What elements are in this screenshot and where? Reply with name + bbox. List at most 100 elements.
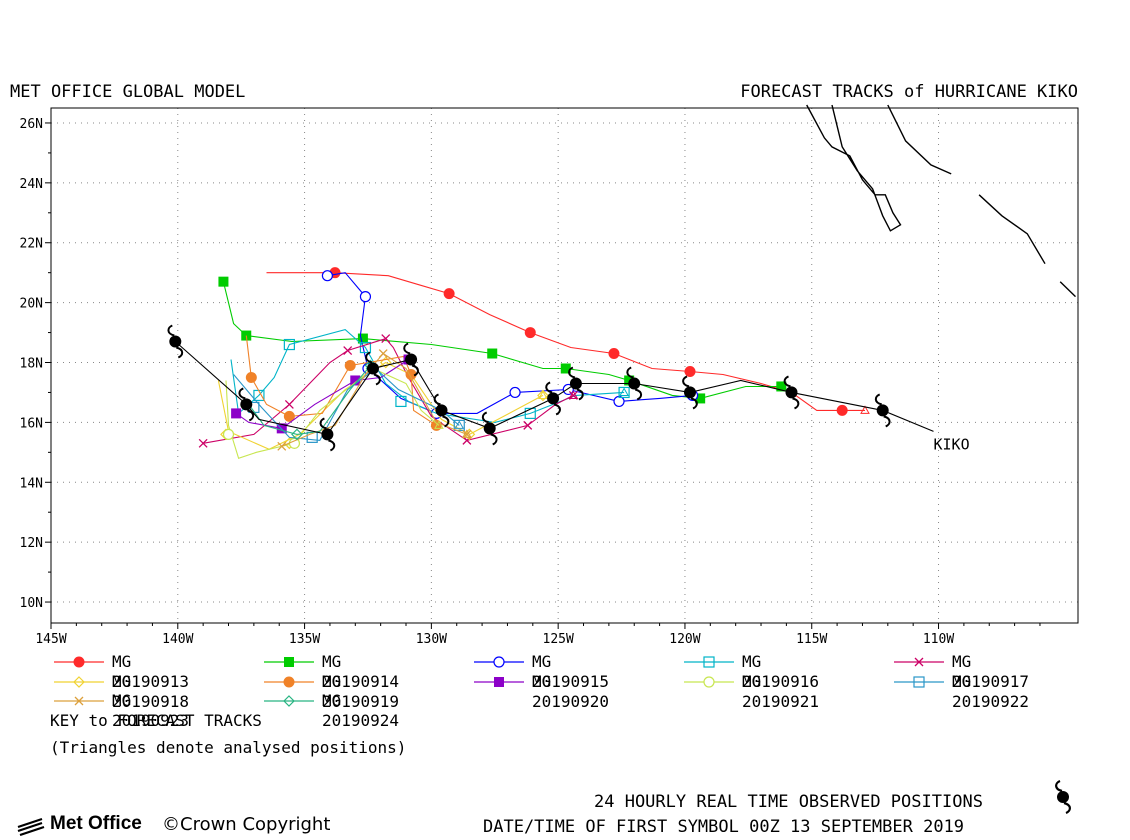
lon-tick-label: 145W <box>35 632 66 647</box>
track-marker <box>218 276 229 287</box>
lon-tick-label: 140W <box>162 632 193 647</box>
track-marker <box>560 363 571 374</box>
legend-key-title: KEY to FORECAST TRACKS <box>50 711 262 730</box>
met-office-logo-text: Met Office <box>50 813 142 834</box>
track-marker <box>73 656 85 668</box>
lat-tick-label: 16N <box>20 416 43 431</box>
hurricane-symbol <box>319 417 336 452</box>
forecast-track-line <box>217 361 544 450</box>
legend-label: MG 20190919 <box>322 672 400 711</box>
track-marker <box>291 428 303 441</box>
lat-tick-label: 14N <box>20 476 43 491</box>
coastlines <box>806 104 1076 298</box>
met-office-logo-icon <box>16 814 46 837</box>
forecast-track <box>198 334 579 448</box>
lat-tick-label: 12N <box>20 536 43 551</box>
hurricane-symbol <box>682 375 698 410</box>
forecast-track-line <box>248 365 371 435</box>
lon-tick-label: 130W <box>416 632 447 647</box>
forecast-track-line <box>230 328 625 423</box>
track-marker <box>357 333 368 344</box>
forecast-track <box>218 276 787 404</box>
track-marker <box>914 657 924 667</box>
track-marker <box>608 348 620 360</box>
track-marker <box>359 291 372 303</box>
track-marker <box>73 676 85 688</box>
hurricane-symbol <box>238 387 255 422</box>
track-marker <box>198 438 208 448</box>
lat-tick-label: 26N <box>20 117 43 132</box>
track-marker <box>568 390 578 400</box>
forecast-track <box>245 335 442 431</box>
track-marker <box>344 360 356 371</box>
forecast-tracks <box>198 267 870 460</box>
storm-label: KIKO <box>934 435 970 453</box>
track-marker <box>494 677 504 687</box>
map-frame <box>50 107 1079 624</box>
track-marker <box>359 341 372 354</box>
track-marker <box>343 346 353 355</box>
forecast-track <box>217 356 549 450</box>
track-marker <box>487 348 498 359</box>
observed-positions-note: 24 HOURLY REAL TIME OBSERVED POSITIONS <box>594 792 983 812</box>
track-marker <box>284 399 294 409</box>
track-marker <box>703 676 715 688</box>
track-marker <box>462 429 472 439</box>
track-marker <box>443 288 455 300</box>
legend-label: MG 20190913 <box>112 652 190 691</box>
hurricane-symbol <box>481 411 498 446</box>
legend-label: MG 20190914 <box>322 652 400 691</box>
analysed-position-triangle <box>462 429 472 438</box>
lon-tick-label: 135W <box>289 632 320 647</box>
track-marker <box>74 696 84 706</box>
legend-swatch <box>894 676 944 688</box>
track-marker <box>245 371 257 383</box>
track-marker <box>222 428 235 440</box>
track-marker <box>283 410 295 422</box>
legend-swatch <box>474 677 524 687</box>
analysed-position-triangle <box>568 390 579 399</box>
lon-tick-label: 115W <box>796 632 827 647</box>
legend-swatch <box>54 696 104 706</box>
observed-track <box>167 324 934 452</box>
track-marker <box>381 334 391 344</box>
lat-tick-label: 18N <box>20 357 43 372</box>
track-marker <box>703 656 715 668</box>
track-marker <box>283 676 295 688</box>
lat-tick-label: 22N <box>20 237 43 252</box>
legend-swatch <box>894 657 944 667</box>
track-marker <box>524 327 536 339</box>
track-marker <box>493 656 505 668</box>
legend-swatch <box>684 676 734 688</box>
track-marker <box>684 365 696 377</box>
analysed-position-triangle <box>538 390 548 399</box>
lat-tick-label: 24N <box>20 177 43 192</box>
hurricane-symbol <box>403 342 419 377</box>
track-marker <box>776 381 787 392</box>
legend-label: MG 20190920 <box>532 672 610 711</box>
legend-swatch <box>264 695 314 707</box>
legend-label: MG 20190923 <box>112 691 190 730</box>
legend-swatch <box>54 676 104 688</box>
legend-label: MG 20190918 <box>112 672 190 711</box>
forecast-track-line <box>235 359 409 429</box>
hurricane-symbol <box>568 366 584 401</box>
lat-tick-label: 10N <box>20 596 43 611</box>
track-marker <box>395 395 407 408</box>
legend-label: MG 20190921 <box>742 672 820 711</box>
track-marker <box>283 695 295 707</box>
forecast-track <box>248 359 377 441</box>
analysed-position-triangle <box>434 420 444 429</box>
legend-swatch <box>684 656 734 668</box>
track-marker <box>524 407 536 420</box>
legend-note: (Triangles denote analysed positions) <box>50 738 407 757</box>
hurricane-symbol <box>545 381 561 416</box>
track-marker <box>453 419 465 431</box>
hurricane-symbol <box>874 393 891 428</box>
track-marker <box>284 657 294 667</box>
track-marker <box>277 441 287 451</box>
track-marker <box>509 386 521 399</box>
lon-tick-label: 125W <box>543 632 574 647</box>
coastline <box>978 194 1046 265</box>
